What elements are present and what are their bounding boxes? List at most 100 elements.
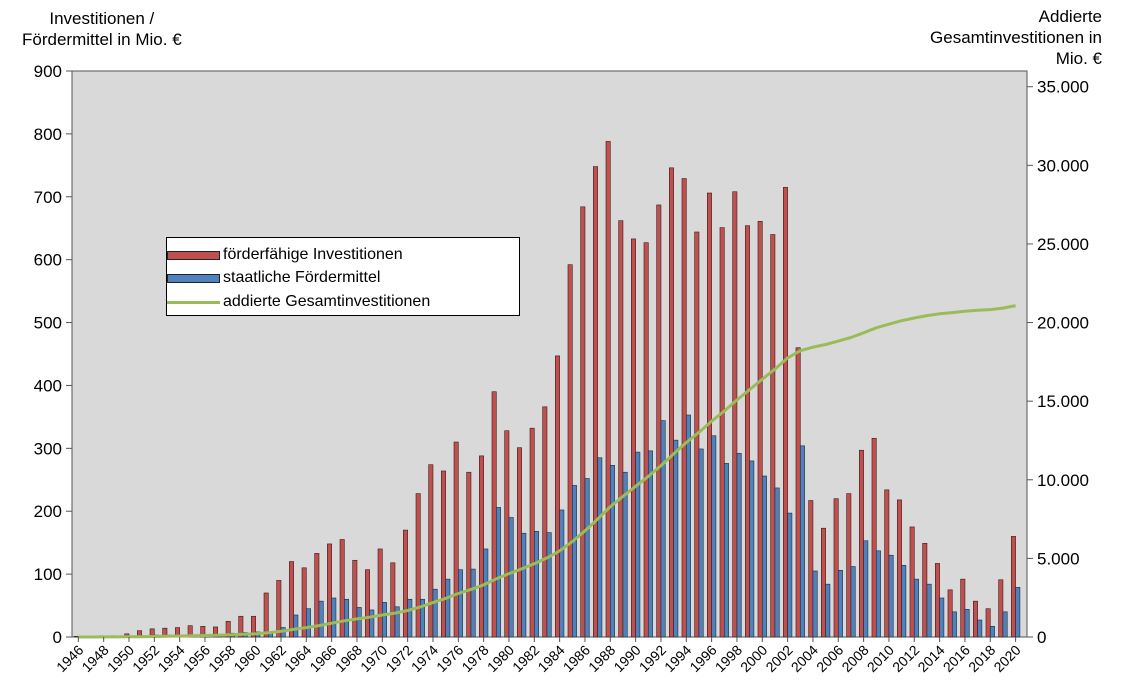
bar-investment-1996 (707, 192, 712, 638)
bar-funding-2013 (926, 583, 932, 638)
bar-funding-1977 (470, 568, 476, 638)
x-tick-label: 2000 (737, 642, 770, 675)
cumulative-investment-line (78, 304, 1016, 639)
legend-swatch-red (167, 250, 220, 260)
left-tick-label: 600 (34, 251, 62, 270)
bar-investment-1985 (567, 264, 573, 638)
bar-investment-1960 (251, 615, 256, 638)
bar-funding-2004 (812, 570, 818, 638)
right-tick-label: 25.000 (1037, 235, 1089, 254)
x-tick-label: 1948 (78, 642, 111, 675)
x-tick-label: 1996 (686, 642, 719, 675)
bar-investment-2002 (783, 187, 788, 638)
bar-funding-1985 (571, 485, 577, 638)
x-tick-label: 2010 (864, 642, 897, 675)
x-tick-label: 2002 (762, 642, 795, 675)
bar-funding-1966 (331, 597, 337, 638)
left-axis: 0 100 200 300 400 500 600 700 800 900 (34, 62, 72, 647)
bar-funding-2000 (761, 475, 767, 638)
x-tick-label: 2008 (838, 642, 871, 675)
x-tick-label: 1952 (129, 642, 162, 675)
bar-funding-2008 (863, 540, 869, 638)
bar-investment-1980 (504, 430, 510, 638)
bar-investment-1973 (415, 493, 421, 638)
bar-investment-1989 (618, 220, 624, 638)
right-axis: 0 5.000 10.000 15.000 20.000 25.000 30.000 35.0… (1027, 78, 1089, 647)
bar-investment-1976 (453, 441, 459, 638)
bar-funding-2020 (1015, 587, 1021, 638)
right-tick-label: 15.000 (1037, 392, 1089, 411)
bar-investment-1963 (289, 561, 294, 638)
bar-funding-2014 (939, 597, 945, 638)
bar-investment-2012 (909, 526, 915, 638)
bar-funding-2019 (1002, 611, 1008, 638)
bar-funding-2017 (977, 619, 983, 638)
bar-funding-1969 (369, 609, 375, 638)
bar-funding-1982 (534, 531, 539, 638)
x-tick-label: 1968 (332, 642, 365, 675)
legend-swatch-green (167, 300, 220, 304)
bar-funding-1992 (660, 420, 666, 638)
bar-funding-1980 (508, 517, 514, 638)
bar-investment-2011 (897, 499, 902, 638)
x-tick-label: 1960 (230, 642, 263, 675)
bar-investment-1999 (745, 225, 750, 638)
bar-investment-2009 (871, 437, 877, 638)
x-tick-label: 1994 (661, 642, 694, 675)
bar-funding-1976 (458, 569, 463, 638)
legend-label-cumulative: addierte Gesamtinvestitionen (223, 293, 431, 310)
x-tick-label: 1964 (281, 642, 314, 675)
bar-investment-1992 (656, 204, 662, 638)
bar-funding-1970 (382, 602, 387, 638)
bar-funding-2006 (837, 570, 843, 638)
x-tick-label: 1978 (458, 642, 491, 675)
bar-investment-2000 (757, 221, 763, 638)
x-tick-label: 1984 (534, 642, 567, 675)
bar-funding-1983 (546, 532, 552, 638)
bar-investment-1997 (719, 227, 725, 638)
legend-swatch-blue (167, 273, 220, 283)
right-tick-label: 10.000 (1037, 471, 1089, 490)
bar-investment-2020 (1010, 536, 1016, 638)
x-tick-label: 1970 (357, 642, 390, 675)
x-tick-label: 1990 (610, 642, 643, 675)
x-tick-label: 2006 (813, 642, 846, 675)
left-axis-title-line-1: Investitionen / (49, 9, 155, 28)
bar-funding-1988 (609, 465, 615, 638)
left-tick-label: 900 (34, 62, 62, 81)
right-axis-title-line-1: Addierte (1038, 7, 1102, 26)
legend-item-cumulative: addierte Gesamtinvestitionen (167, 290, 431, 314)
bar-funding-1973 (420, 598, 425, 638)
bar-investment-2014 (934, 563, 940, 638)
bar-funding-1975 (445, 578, 451, 638)
bar-investment-2017 (972, 600, 978, 638)
bar-investment-2013 (922, 542, 928, 638)
bar-funding-1993 (673, 439, 679, 638)
bar-investment-1961 (263, 592, 269, 638)
left-tick-label: 200 (34, 502, 62, 521)
bar-investment-1977 (466, 471, 472, 638)
bar-funding-1984 (559, 509, 565, 638)
bar-funding-1987 (597, 457, 603, 638)
bar-investment-2005 (821, 527, 826, 638)
bar-investment-2016 (960, 578, 966, 638)
bar-investment-1946 (73, 636, 79, 638)
legend-label-funding: staatliche Fördermittel (223, 269, 381, 286)
bar-investment-1993 (669, 167, 674, 638)
bar-funding-1999 (749, 460, 755, 638)
bar-investment-1971 (390, 562, 396, 638)
bar-funding-1995 (698, 448, 704, 638)
right-axis-title-line-2: Gesamtinvestitionen in (930, 28, 1102, 47)
bar-investment-1994 (681, 178, 687, 638)
left-tick-label: 400 (34, 376, 62, 395)
left-axis-title: Investitionen / Fördermittel in Mio. € (22, 8, 182, 50)
right-tick-label: 0 (1037, 628, 1046, 647)
bar-investment-1983 (542, 406, 548, 638)
x-tick-label: 1954 (154, 642, 187, 675)
bar-investment-1984 (555, 355, 560, 638)
bar-funding-2015 (951, 611, 957, 638)
bar-investment-2007 (846, 493, 852, 638)
bar-funding-1994 (685, 414, 691, 638)
bar-funding-2007 (850, 566, 856, 638)
